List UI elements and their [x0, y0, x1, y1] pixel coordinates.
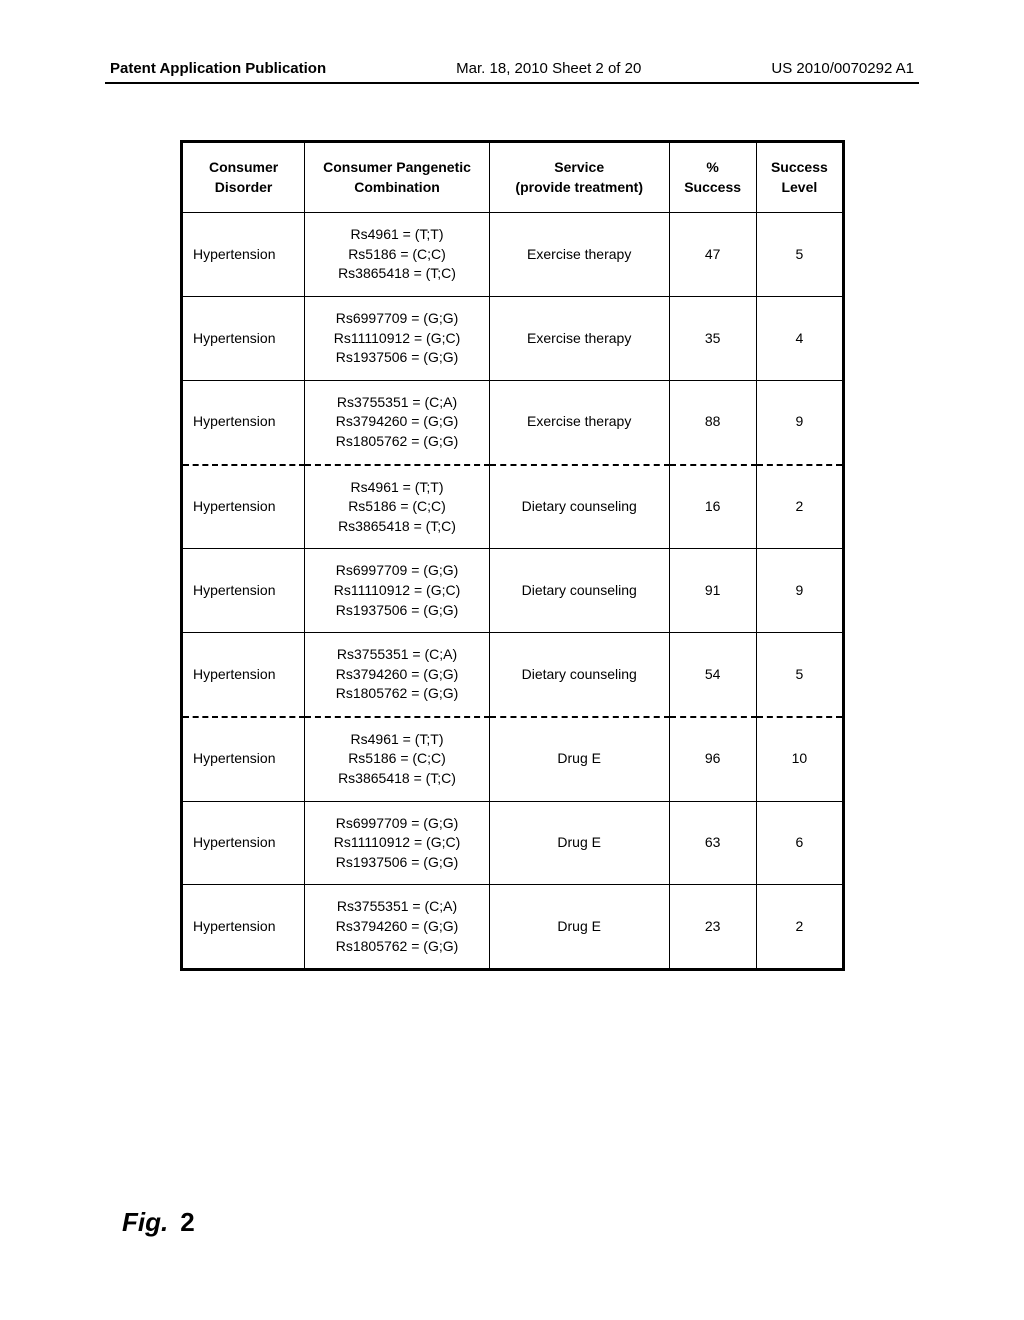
- cell-combination: Rs6997709 = (G;G) Rs11110912 = (G;C) Rs1…: [305, 549, 490, 633]
- cell-service: Exercise therapy: [489, 213, 669, 297]
- col-header-success-level: Success Level: [756, 142, 843, 213]
- table-row: HypertensionRs6997709 = (G;G) Rs11110912…: [182, 549, 844, 633]
- cell-disorder: Hypertension: [182, 549, 305, 633]
- cell-service: Drug E: [489, 801, 669, 885]
- cell-disorder: Hypertension: [182, 380, 305, 464]
- cell-combination: Rs3755351 = (C;A) Rs3794260 = (G;G) Rs18…: [305, 633, 490, 717]
- table-row: HypertensionRs6997709 = (G;G) Rs11110912…: [182, 296, 844, 380]
- table-row: HypertensionRs4961 = (T;T) Rs5186 = (C;C…: [182, 717, 844, 801]
- col-header-service-text: Service(provide treatment): [515, 159, 643, 195]
- table-container: Consumer Disorder Consumer Pangenetic Co…: [180, 140, 845, 971]
- cell-success-level: 5: [756, 633, 843, 717]
- cell-service: Drug E: [489, 717, 669, 801]
- table-row: HypertensionRs3755351 = (C;A) Rs3794260 …: [182, 885, 844, 970]
- cell-success-pct: 23: [669, 885, 756, 970]
- cell-combination: Rs3755351 = (C;A) Rs3794260 = (G;G) Rs18…: [305, 380, 490, 464]
- cell-success-pct: 16: [669, 465, 756, 549]
- cell-success-level: 2: [756, 885, 843, 970]
- header-divider: [105, 82, 919, 84]
- cell-combination: Rs6997709 = (G;G) Rs11110912 = (G;C) Rs1…: [305, 296, 490, 380]
- cell-success-level: 10: [756, 717, 843, 801]
- col-header-success-pct-text: %Success: [684, 159, 741, 195]
- cell-disorder: Hypertension: [182, 717, 305, 801]
- table-row: HypertensionRs6997709 = (G;G) Rs11110912…: [182, 801, 844, 885]
- cell-disorder: Hypertension: [182, 633, 305, 717]
- cell-service: Exercise therapy: [489, 380, 669, 464]
- cell-success-pct: 54: [669, 633, 756, 717]
- cell-disorder: Hypertension: [182, 801, 305, 885]
- cell-service: Dietary counseling: [489, 549, 669, 633]
- cell-success-level: 9: [756, 549, 843, 633]
- cell-combination: Rs4961 = (T;T) Rs5186 = (C;C) Rs3865418 …: [305, 213, 490, 297]
- cell-combination: Rs6997709 = (G;G) Rs11110912 = (G;C) Rs1…: [305, 801, 490, 885]
- cell-service: Exercise therapy: [489, 296, 669, 380]
- table-body: HypertensionRs4961 = (T;T) Rs5186 = (C;C…: [182, 213, 844, 970]
- cell-success-pct: 91: [669, 549, 756, 633]
- cell-success-level: 5: [756, 213, 843, 297]
- header-publication: Patent Application Publication: [110, 60, 326, 77]
- cell-combination: Rs4961 = (T;T) Rs5186 = (C;C) Rs3865418 …: [305, 717, 490, 801]
- col-header-success-pct: %Success: [669, 142, 756, 213]
- cell-service: Drug E: [489, 885, 669, 970]
- cell-disorder: Hypertension: [182, 465, 305, 549]
- figure-number: 2: [180, 1207, 194, 1237]
- cell-success-pct: 96: [669, 717, 756, 801]
- table-row: HypertensionRs4961 = (T;T) Rs5186 = (C;C…: [182, 213, 844, 297]
- table-row: HypertensionRs3755351 = (C;A) Rs3794260 …: [182, 380, 844, 464]
- col-header-service: Service(provide treatment): [489, 142, 669, 213]
- cell-disorder: Hypertension: [182, 885, 305, 970]
- cell-success-pct: 88: [669, 380, 756, 464]
- cell-success-pct: 47: [669, 213, 756, 297]
- data-table: Consumer Disorder Consumer Pangenetic Co…: [180, 140, 845, 971]
- cell-service: Dietary counseling: [489, 633, 669, 717]
- page-header: Patent Application Publication Mar. 18, …: [0, 60, 1024, 77]
- header-patent-number: US 2010/0070292 A1: [771, 60, 914, 77]
- cell-success-pct: 35: [669, 296, 756, 380]
- cell-combination: Rs3755351 = (C;A) Rs3794260 = (G;G) Rs18…: [305, 885, 490, 970]
- figure-prefix: Fig.: [122, 1207, 168, 1237]
- cell-disorder: Hypertension: [182, 213, 305, 297]
- table-header-row: Consumer Disorder Consumer Pangenetic Co…: [182, 142, 844, 213]
- cell-success-level: 4: [756, 296, 843, 380]
- cell-success-level: 6: [756, 801, 843, 885]
- col-header-combination: Consumer Pangenetic Combination: [305, 142, 490, 213]
- cell-success-pct: 63: [669, 801, 756, 885]
- cell-combination: Rs4961 = (T;T) Rs5186 = (C;C) Rs3865418 …: [305, 465, 490, 549]
- col-header-disorder: Consumer Disorder: [182, 142, 305, 213]
- cell-service: Dietary counseling: [489, 465, 669, 549]
- figure-label: Fig. 2: [122, 1207, 195, 1238]
- table-row: HypertensionRs3755351 = (C;A) Rs3794260 …: [182, 633, 844, 717]
- cell-success-level: 2: [756, 465, 843, 549]
- header-date-sheet: Mar. 18, 2010 Sheet 2 of 20: [456, 60, 641, 77]
- table-row: HypertensionRs4961 = (T;T) Rs5186 = (C;C…: [182, 465, 844, 549]
- cell-success-level: 9: [756, 380, 843, 464]
- cell-disorder: Hypertension: [182, 296, 305, 380]
